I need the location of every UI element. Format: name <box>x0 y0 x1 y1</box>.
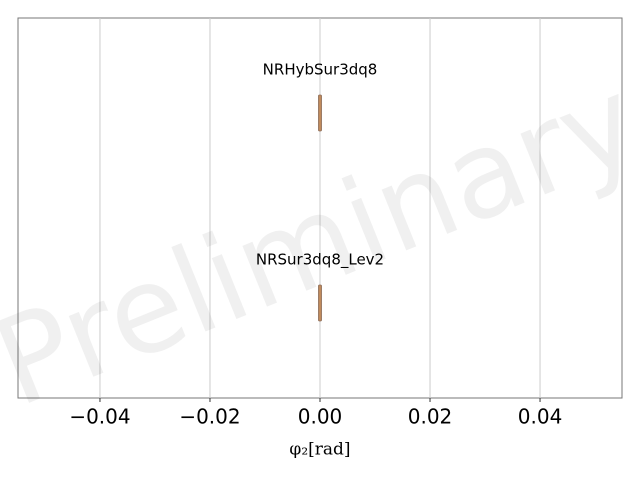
x-tick-label: −0.04 <box>69 405 130 429</box>
category-label: NRSur3dq8_Lev2 <box>256 251 384 270</box>
violin <box>318 94 322 132</box>
x-tick-label: −0.02 <box>179 405 240 429</box>
x-tick-label: 0.02 <box>408 405 453 429</box>
x-axis-label: φ₂[rad] <box>289 440 350 460</box>
x-tick-label: 0.04 <box>518 405 563 429</box>
violin <box>318 284 322 322</box>
x-tick-label: 0.00 <box>298 405 343 429</box>
category-label: NRHybSur3dq8 <box>263 61 378 79</box>
